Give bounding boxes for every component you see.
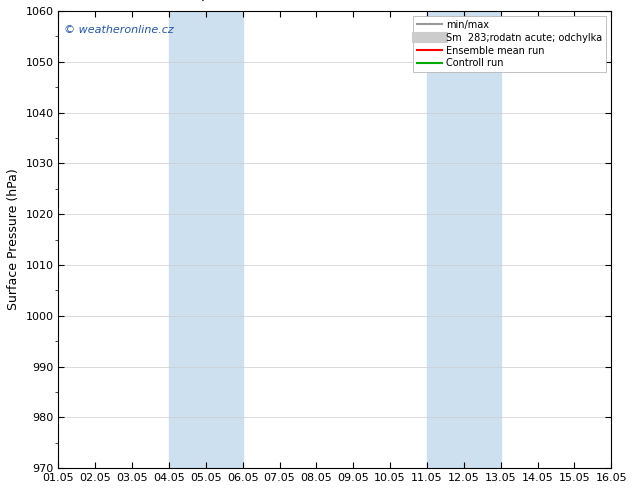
- Bar: [169, 11, 243, 468]
- Legend: min/max, Sm  283;rodatn acute; odchylka, Ensemble mean run, Controll run: min/max, Sm 283;rodatn acute; odchylka, …: [413, 16, 606, 73]
- Bar: [427, 11, 501, 468]
- Text: acute;t. 30.04.2024 18 UTC: acute;t. 30.04.2024 18 UTC: [420, 0, 611, 1]
- Text: © weatheronline.cz: © weatheronline.cz: [64, 24, 174, 35]
- Y-axis label: Surface Pressure (hPa): Surface Pressure (hPa): [7, 169, 20, 311]
- Text: ENS Time Series Acapulco/G. Alvarez (Leti caron;tě): ENS Time Series Acapulco/G. Alvarez (Let…: [58, 0, 417, 1]
